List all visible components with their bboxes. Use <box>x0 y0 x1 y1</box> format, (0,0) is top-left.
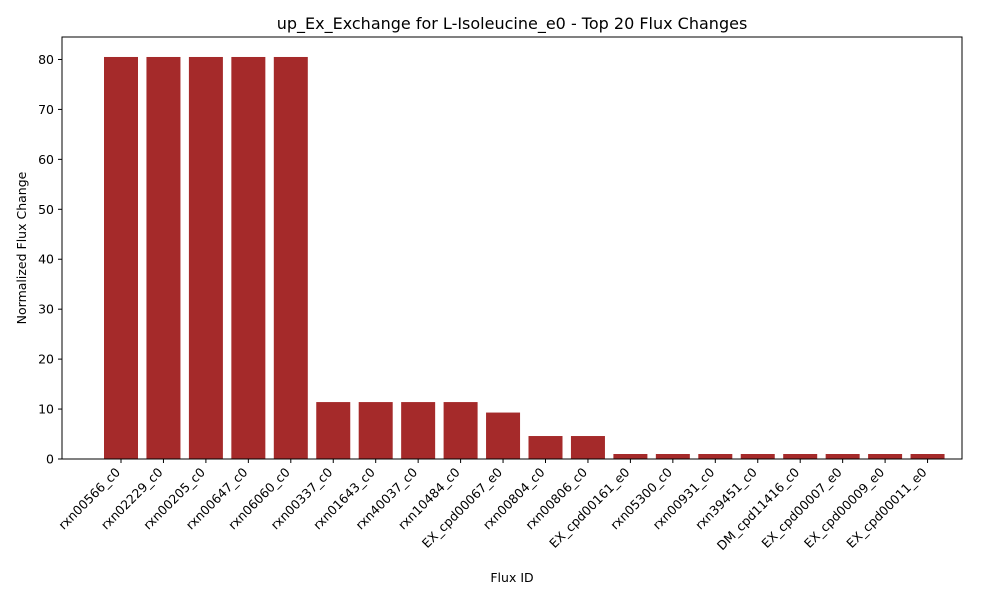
bar-rxn02229_c0 <box>146 56 181 460</box>
y-tick-label: 60 <box>38 152 54 167</box>
y-tick-label: 10 <box>38 402 54 417</box>
bars-group <box>104 56 945 460</box>
chart-title: up_Ex_Exchange for L-Isoleucine_e0 - Top… <box>277 14 748 34</box>
y-tick-label: 30 <box>38 302 54 317</box>
bar-EX_cpd00067_e0 <box>486 412 521 459</box>
bar-rxn00566_c0 <box>104 56 138 460</box>
y-tick-label: 50 <box>38 202 54 217</box>
y-axis: 0 10 20 30 40 50 60 70 80 <box>38 52 62 467</box>
y-tick-label: 0 <box>46 452 54 467</box>
y-tick-label: 20 <box>38 352 54 367</box>
bar-rxn00205_c0 <box>188 56 223 460</box>
bar-rxn00337_c0 <box>316 402 351 459</box>
plot-frame <box>61 36 963 460</box>
bar-rxn06060_c0 <box>273 56 308 460</box>
bar-rxn40037_c0 <box>401 402 436 459</box>
bar-rxn00647_c0 <box>231 56 266 460</box>
bar-EX_cpd00161_e0 <box>613 454 648 459</box>
bar-rxn00804_c0 <box>528 436 563 459</box>
bar-EX_cpd00009_e0 <box>868 454 903 459</box>
bar-rxn05300_c0 <box>655 454 690 459</box>
y-tick-label: 70 <box>38 102 54 117</box>
bar-rxn01643_c0 <box>358 402 393 459</box>
bar-rxn10484_c0 <box>443 402 478 459</box>
bar-EX_cpd00007_e0 <box>825 454 860 459</box>
bar-rxn00931_c0 <box>698 454 733 459</box>
bar-rxn00806_c0 <box>570 436 605 459</box>
y-axis-label: Normalized Flux Change <box>14 171 29 324</box>
bar-DM_cpd11416_c0 <box>783 454 818 459</box>
y-tick-label: 80 <box>38 52 54 67</box>
x-axis-label: Flux ID <box>490 570 533 585</box>
bar-EX_cpd00011_e0 <box>910 454 945 459</box>
bar-rxn39451_c0 <box>740 454 775 459</box>
y-tick-label: 40 <box>38 252 54 267</box>
